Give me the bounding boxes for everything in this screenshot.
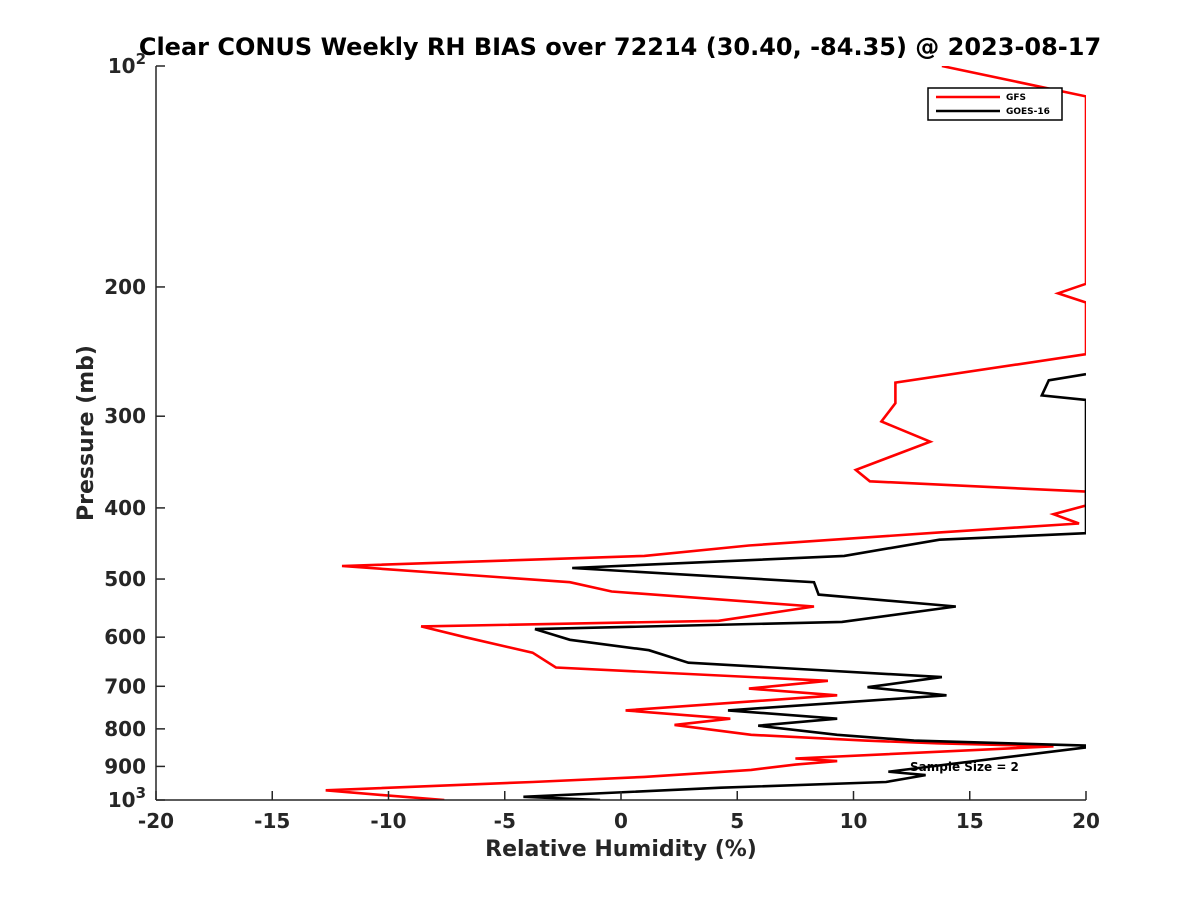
x-tick-label: 0 xyxy=(614,809,628,833)
y-tick-label: 400 xyxy=(104,496,146,520)
legend: GFS GOES-16 xyxy=(927,87,1063,121)
x-tick-label: 20 xyxy=(1072,809,1100,833)
x-tick-label: 15 xyxy=(956,809,984,833)
y-tick-label: 300 xyxy=(104,404,146,428)
series-line-gfs xyxy=(325,66,1086,800)
sample-size-annotation: Sample Size = 2 xyxy=(910,760,1019,774)
x-axis-label: Relative Humidity (%) xyxy=(485,837,757,862)
y-tick-label: 800 xyxy=(104,717,146,741)
y-axis-label: Pressure (mb) xyxy=(74,345,99,521)
y-tick-label: 103 xyxy=(108,784,146,812)
x-tick-label: -10 xyxy=(370,809,406,833)
x-tick-label: 5 xyxy=(730,809,744,833)
legend-box xyxy=(927,87,1063,121)
y-tick-label: 900 xyxy=(104,754,146,778)
series-line-goes-16 xyxy=(523,372,1086,800)
y-tick-label: 500 xyxy=(104,567,146,591)
y-tick-label: 102 xyxy=(108,50,146,78)
y-tick-label: 200 xyxy=(104,275,146,299)
legend-label-goes-16: GOES-16 xyxy=(1006,107,1050,117)
plot-area: -20 -15 -10 -5 0 5 10 15 20 200 300 400 500 600 700 800… xyxy=(104,50,1100,833)
chart-title: Clear CONUS Weekly RH BIAS over 72214 (3… xyxy=(139,33,1101,61)
x-tick-label: -5 xyxy=(494,809,516,833)
x-tick-label: 10 xyxy=(840,809,868,833)
y-tick-label: 700 xyxy=(104,674,146,698)
x-tick-label: -15 xyxy=(254,809,290,833)
legend-label-gfs: GFS xyxy=(1006,93,1026,103)
x-tick-label: -20 xyxy=(138,809,174,833)
y-tick-label: 600 xyxy=(104,625,146,649)
